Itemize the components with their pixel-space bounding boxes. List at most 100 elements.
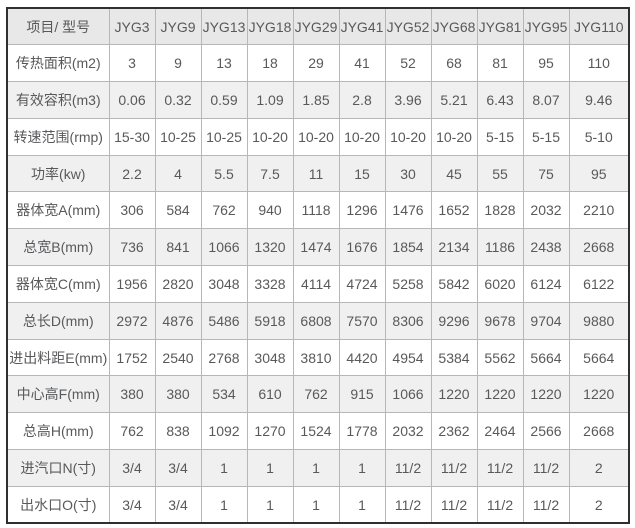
table-cell: 610 — [246, 375, 294, 414]
table-cell: 9.46 — [568, 81, 630, 119]
table-cell: 584 — [154, 191, 202, 230]
table-cell: 2540 — [154, 338, 202, 377]
table-row: 转速范围(rmp) 15-30 10-25 10-25 10-20 10-20 10-20 1… — [6, 117, 630, 156]
table-row: 出水口O(寸) 3/4 3/4 1 1 1 1 11/2 11/2 11/2 11/2 2 — [6, 485, 630, 524]
table-cell: 3/4 — [108, 449, 156, 487]
table-header: 项目/ 型号 JYG3 JYG9 JYG13 JYG18 JYG29 JYG41 JYG52 J… — [6, 7, 630, 46]
table-cell: 1118 — [292, 191, 340, 230]
row-label: 总长D(mm) — [6, 301, 110, 340]
table-cell: 11/2 — [384, 485, 432, 524]
table-cell: 3810 — [292, 338, 340, 377]
table-row: 器体宽A(mm) 306 584 762 940 1118 1296 1476 1652 1828… — [6, 191, 630, 230]
table-cell: 6122 — [568, 265, 630, 303]
table-cell: 1066 — [384, 375, 432, 414]
table-cell: 13 — [200, 44, 248, 83]
table-cell: 4420 — [338, 338, 386, 377]
table-row: 总长D(mm) 2972 4876 5486 5918 6808 7570 8306 9296 9… — [6, 301, 630, 340]
table-cell: 7570 — [338, 301, 386, 340]
table-cell: 11/2 — [384, 449, 432, 487]
table-cell: 1 — [338, 485, 386, 524]
table-cell: 110 — [568, 44, 630, 83]
table-cell: 5.5 — [200, 154, 248, 193]
table-cell: 2134 — [430, 228, 478, 267]
table-cell: 1 — [246, 485, 294, 524]
table-cell: 11 — [292, 154, 340, 193]
table-cell: 15 — [338, 154, 386, 193]
table-cell: 2032 — [384, 412, 432, 451]
table-cell: 8.07 — [522, 81, 570, 119]
table-cell: 9678 — [476, 301, 524, 340]
table-cell: 534 — [200, 375, 248, 414]
table-cell: 1092 — [200, 412, 248, 451]
table-cell: 1186 — [476, 228, 524, 267]
table-cell: 5258 — [384, 265, 432, 303]
table-cell: 11/2 — [522, 485, 570, 524]
table-cell: 1.09 — [246, 81, 294, 119]
table-cell: 6020 — [476, 265, 524, 303]
table-cell: 41 — [338, 44, 386, 83]
table-cell: 81 — [476, 44, 524, 83]
table-cell: 1 — [200, 485, 248, 524]
table-cell: 1220 — [476, 375, 524, 414]
table-cell: 0.06 — [108, 81, 156, 119]
table-row: 进汽口N(寸) 3/4 3/4 1 1 1 1 11/2 11/2 11/2 11/2 2 — [6, 449, 630, 487]
table-cell: 2.8 — [338, 81, 386, 119]
table-cell: 4876 — [154, 301, 202, 340]
table-row: 功率(kw) 2.2 4 5.5 7.5 11 15 30 45 55 75 95 — [6, 154, 630, 193]
table-cell: 2 — [568, 449, 630, 487]
table-cell: 1676 — [338, 228, 386, 267]
table-cell: 45 — [430, 154, 478, 193]
row-label: 中心高F(mm) — [6, 375, 110, 414]
table-cell: 5842 — [430, 265, 478, 303]
table-cell: 5664 — [568, 338, 630, 377]
table-cell: 55 — [476, 154, 524, 193]
table-cell: 2032 — [522, 191, 570, 230]
table-cell: 1220 — [568, 375, 630, 414]
table-cell: 915 — [338, 375, 386, 414]
table-cell: 29 — [292, 44, 340, 83]
table-cell: 18 — [246, 44, 294, 83]
table-cell: 2.2 — [108, 154, 156, 193]
table-row: 器体宽C(mm) 1956 2820 3048 3328 4114 4724 5258 5842… — [6, 265, 630, 303]
table-cell: 15-30 — [108, 117, 156, 156]
table-cell: 1476 — [384, 191, 432, 230]
table-cell: 3/4 — [154, 485, 202, 524]
table-cell: 1296 — [338, 191, 386, 230]
table-cell: 1956 — [108, 265, 156, 303]
table-row: 总高H(mm) 762 838 1092 1270 1524 1778 2032 2362 246… — [6, 412, 630, 451]
table-cell: 1752 — [108, 338, 156, 377]
table-cell: 5664 — [522, 338, 570, 377]
row-label: 出水口O(寸) — [6, 485, 110, 524]
table-cell: 10-20 — [292, 117, 340, 156]
spec-table: 项目/ 型号 JYG3 JYG9 JYG13 JYG18 JYG29 JYG41 JYG52 J… — [6, 7, 630, 525]
table-cell: 10-20 — [384, 117, 432, 156]
table-cell: 9880 — [568, 301, 630, 340]
row-label: 功率(kw) — [6, 154, 110, 193]
table-cell: 2668 — [568, 412, 630, 451]
table-cell: 2972 — [108, 301, 156, 340]
table-cell: 1828 — [476, 191, 524, 230]
table-cell: 2820 — [154, 265, 202, 303]
column-header: JYG13 — [200, 7, 248, 46]
table-row: 进出料距E(mm) 1752 2540 2768 3048 3810 4420 4954 538… — [6, 338, 630, 377]
table-cell: 5-15 — [522, 117, 570, 156]
table-cell: 8306 — [384, 301, 432, 340]
table-cell: 2768 — [200, 338, 248, 377]
table-cell: 762 — [108, 412, 156, 451]
table-cell: 736 — [108, 228, 156, 267]
table-cell: 4954 — [384, 338, 432, 377]
table-cell: 380 — [154, 375, 202, 414]
column-header: JYG9 — [154, 7, 202, 46]
table-cell: 3 — [108, 44, 156, 83]
row-label: 转速范围(rmp) — [6, 117, 110, 156]
table-cell: 3/4 — [154, 449, 202, 487]
table-cell: 380 — [108, 375, 156, 414]
table-cell: 1652 — [430, 191, 478, 230]
table-cell: 940 — [246, 191, 294, 230]
table-cell: 11/2 — [522, 449, 570, 487]
row-label: 进汽口N(寸) — [6, 449, 110, 487]
table-cell: 3048 — [200, 265, 248, 303]
corner-header: 项目/ 型号 — [6, 7, 110, 46]
table-cell: 3/4 — [108, 485, 156, 524]
